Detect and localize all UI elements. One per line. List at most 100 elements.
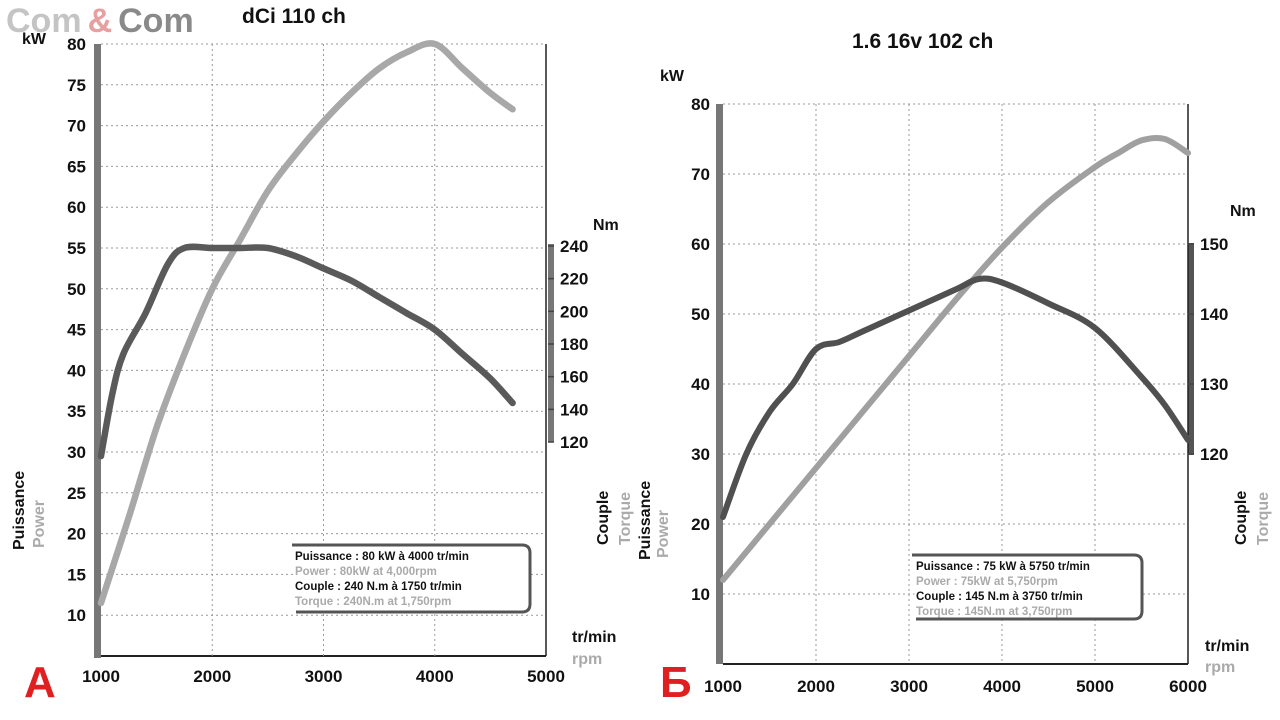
left-tick-label: 10 bbox=[691, 585, 710, 604]
right-tick-label: 180 bbox=[560, 335, 588, 354]
legend-line2-b: Power : 75kW at 5,750rpm bbox=[916, 576, 1058, 588]
legend-frame-a bbox=[292, 543, 532, 614]
series-line-power bbox=[97, 40, 516, 607]
left-tick-label: 50 bbox=[67, 280, 86, 299]
legend-line3-b: Couple : 145 N.m à 3750 tr/min bbox=[916, 591, 1083, 603]
left-tick-label: 75 bbox=[67, 76, 86, 95]
series-group-b bbox=[720, 134, 1191, 583]
right-axis-label-en-b: Torque bbox=[1255, 492, 1272, 545]
right-axis-label-fr-a: Couple bbox=[595, 491, 612, 545]
x-tick-label: 5000 bbox=[527, 667, 565, 686]
left-tick-label: 50 bbox=[691, 305, 710, 324]
right-axis-label-en-a: Torque bbox=[617, 492, 634, 545]
x-unit-fr-a: tr/min bbox=[572, 629, 616, 646]
x-tick-label: 3000 bbox=[305, 667, 343, 686]
series-line-torque bbox=[97, 243, 516, 460]
gridlines-a bbox=[101, 43, 546, 656]
right-tick-labels-b: 120 130 140 150 bbox=[1188, 235, 1228, 464]
watermark-com-1: Com bbox=[6, 2, 82, 40]
legend-line4-b: Torque : 145N.m at 3,750rpm bbox=[916, 606, 1072, 618]
x-tick-label: 1000 bbox=[704, 677, 742, 696]
x-tick-label: 4000 bbox=[983, 677, 1021, 696]
right-unit-b: Nm bbox=[1230, 203, 1256, 220]
x-tick-label: 2000 bbox=[797, 677, 835, 696]
right-tick-label: 130 bbox=[1200, 375, 1228, 394]
left-tick-label: 55 bbox=[67, 239, 86, 258]
left-tick-label: 80 bbox=[691, 95, 710, 114]
left-tick-label: 40 bbox=[691, 375, 710, 394]
series-line-torque bbox=[720, 275, 1191, 520]
left-axis-label-en-b: Power bbox=[655, 510, 672, 558]
x-tick-labels-b: 1000 2000 3000 4000 5000 6000 bbox=[704, 677, 1207, 696]
left-axis-label-en-a: Power bbox=[31, 500, 48, 548]
left-tick-label: 65 bbox=[67, 157, 86, 176]
series-line-power bbox=[720, 134, 1191, 583]
right-tick-label: 240 bbox=[560, 237, 588, 256]
legend-frame-b bbox=[912, 553, 1144, 621]
left-tick-label: 35 bbox=[67, 402, 86, 421]
right-tick-label: 120 bbox=[560, 433, 588, 452]
right-unit-a: Nm bbox=[593, 217, 619, 234]
watermark: Com & Com bbox=[6, 2, 194, 40]
panel-letter-a: А bbox=[24, 658, 56, 707]
left-tick-label: 70 bbox=[691, 165, 710, 184]
left-tick-label: 10 bbox=[67, 606, 86, 625]
legend-box-b: Puissance : 75 kW à 5750 tr/min Power : … bbox=[912, 553, 1144, 621]
left-tick-label: 25 bbox=[67, 484, 86, 503]
left-tick-label: 60 bbox=[67, 198, 86, 217]
right-tick-label: 220 bbox=[560, 270, 588, 289]
watermark-ampersand: & bbox=[88, 2, 113, 40]
chart-title-a: dCi 110 ch bbox=[242, 5, 346, 28]
left-tick-label: 20 bbox=[67, 525, 86, 544]
left-unit-a: kW bbox=[22, 31, 47, 48]
chart-panel-a: dCi 110 ch kW Nm 10 15 20 25 30 35 40 45 50 55 60 6… bbox=[11, 5, 634, 707]
left-tick-label: 30 bbox=[67, 443, 86, 462]
right-tick-label: 200 bbox=[560, 302, 588, 321]
left-axis-bar-a bbox=[94, 44, 101, 658]
x-tick-labels-a: 1000 2000 3000 4000 5000 bbox=[82, 667, 565, 686]
left-tick-label: 15 bbox=[67, 565, 86, 584]
legend-line4-a: Torque : 240N.m at 1,750rpm bbox=[295, 596, 451, 608]
legend-line3-a: Couple : 240 N.m à 1750 tr/min bbox=[295, 581, 462, 593]
x-tick-label: 6000 bbox=[1169, 677, 1207, 696]
legend-line1-b: Puissance : 75 kW à 5750 tr/min bbox=[916, 561, 1090, 573]
right-tick-label: 160 bbox=[560, 368, 588, 387]
legend-line2-a: Power : 80kW at 4,000rpm bbox=[295, 566, 437, 578]
x-tick-label: 4000 bbox=[416, 667, 454, 686]
left-axis-bar-b bbox=[716, 104, 723, 664]
legend-box-a: Puissance : 80 kW à 4000 tr/min Power : … bbox=[292, 543, 532, 614]
left-tick-label: 30 bbox=[691, 445, 710, 464]
left-axis-label-fr-b: Puissance bbox=[637, 481, 654, 560]
left-tick-label: 60 bbox=[691, 235, 710, 254]
right-tick-label: 150 bbox=[1200, 235, 1228, 254]
left-tick-label: 45 bbox=[67, 321, 86, 340]
left-unit-b: kW bbox=[660, 68, 685, 85]
x-unit-fr-b: tr/min bbox=[1205, 638, 1249, 655]
left-tick-labels-b: 10 20 30 40 50 60 70 80 bbox=[691, 95, 710, 604]
x-tick-label: 5000 bbox=[1076, 677, 1114, 696]
x-tick-label: 1000 bbox=[82, 667, 120, 686]
left-tick-label: 80 bbox=[67, 35, 86, 54]
left-tick-labels-a: 10 15 20 25 30 35 40 45 50 55 60 65 70 75 80 bbox=[67, 35, 86, 625]
chart-title-b: 1.6 16v 102 ch bbox=[852, 30, 993, 53]
right-tick-label: 140 bbox=[560, 400, 588, 419]
left-tick-label: 70 bbox=[67, 117, 86, 136]
right-axis-bar-b bbox=[1188, 243, 1194, 455]
right-tick-label: 140 bbox=[1200, 305, 1228, 324]
watermark-com-2: Com bbox=[118, 2, 194, 40]
x-unit-en-a: rpm bbox=[572, 651, 602, 668]
series-group-a bbox=[97, 40, 516, 607]
x-tick-label: 3000 bbox=[890, 677, 928, 696]
legend-line1-a: Puissance : 80 kW à 4000 tr/min bbox=[295, 551, 469, 563]
chart-panel-b: 1.6 16v 102 ch kW Nm 10 20 30 40 50 60 70 80 12… bbox=[637, 30, 1272, 707]
left-tick-label: 20 bbox=[691, 515, 710, 534]
right-tick-labels-a: 120 140 160 180 200 220 240 bbox=[548, 237, 588, 452]
x-unit-en-b: rpm bbox=[1205, 659, 1235, 676]
x-tick-label: 2000 bbox=[193, 667, 231, 686]
left-axis-label-fr-a: Puissance bbox=[11, 471, 28, 550]
right-axis-label-fr-b: Couple bbox=[1233, 491, 1250, 545]
panel-letter-b: Б bbox=[660, 658, 692, 707]
right-axis-bar-a bbox=[548, 244, 554, 442]
left-tick-label: 40 bbox=[67, 361, 86, 380]
